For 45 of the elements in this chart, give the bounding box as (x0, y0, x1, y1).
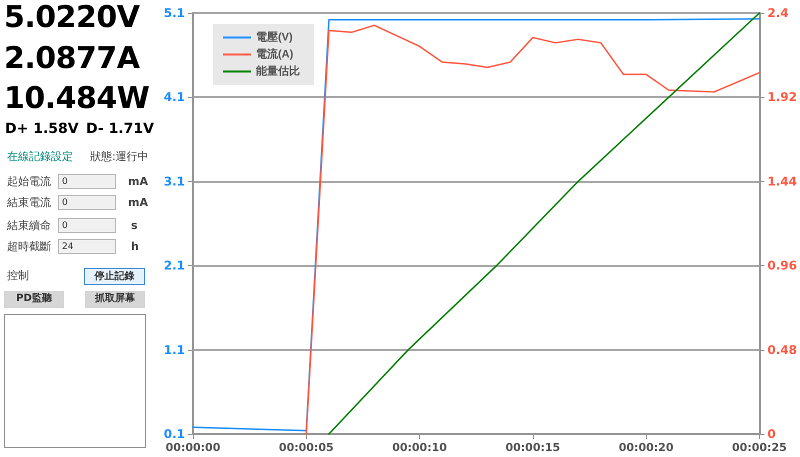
text: mA (128, 196, 148, 209)
x-tick-label: 00:00:25 (732, 441, 787, 454)
text: 結束續命 (7, 219, 51, 232)
text: 10.484W (4, 81, 150, 116)
y-tick-label: 4.1 (164, 90, 185, 104)
y2-tick-label: 0 (767, 427, 776, 441)
text: 超時截斷 (7, 240, 51, 253)
y2-tick-label: 2.4 (767, 6, 789, 20)
text: 在線記錄設定 (7, 150, 73, 163)
text: 5.0220V (4, 0, 140, 35)
text: 狀態:運行中 (90, 150, 149, 163)
text: D- 1.71V (86, 121, 154, 137)
text-field: 0 (58, 195, 116, 210)
button: 停止記錄 (84, 268, 145, 285)
legend-label: 能量估比 (256, 64, 300, 78)
text: h (131, 240, 139, 253)
y-tick-label: 0.1 (164, 427, 185, 441)
legend-label: 電流(A) (256, 48, 294, 60)
text: 控制 (7, 269, 29, 282)
y2-tick-label: 0.48 (767, 342, 797, 357)
line-series (192, 18, 760, 432)
button: PD監聽 (4, 291, 64, 308)
y2-tick-label: 1.44 (767, 174, 797, 188)
text: 結束電流 (7, 196, 51, 209)
text-field: 0 (58, 174, 116, 189)
text: 起始電流 (7, 175, 51, 188)
x-tick-label: 00:00:05 (278, 441, 334, 454)
text: 2.0877A (4, 41, 140, 76)
text-field: 0 (58, 218, 116, 233)
text-field: 24 (58, 239, 116, 254)
text: s (131, 219, 138, 232)
y-tick-label: 2.1 (164, 258, 185, 273)
y-tick-label: 5.1 (164, 6, 185, 20)
button: 抓取屏幕 (85, 291, 145, 308)
text: D+ 1.58V (5, 121, 79, 137)
x-tick-label: 00:00:15 (505, 441, 560, 454)
text: mA (128, 175, 148, 188)
legend-label: 電壓(V) (256, 30, 293, 44)
y-tick-label: 1.1 (164, 342, 185, 357)
x-tick-label: 00:00:10 (392, 441, 448, 454)
y2-tick-label: 1.92 (767, 90, 797, 104)
x-tick-label: 00:00:00 (166, 441, 221, 454)
x-tick-label: 00:00:20 (618, 441, 674, 454)
y-tick-label: 3.1 (164, 174, 185, 188)
y2-tick-label: 0.96 (767, 258, 797, 273)
